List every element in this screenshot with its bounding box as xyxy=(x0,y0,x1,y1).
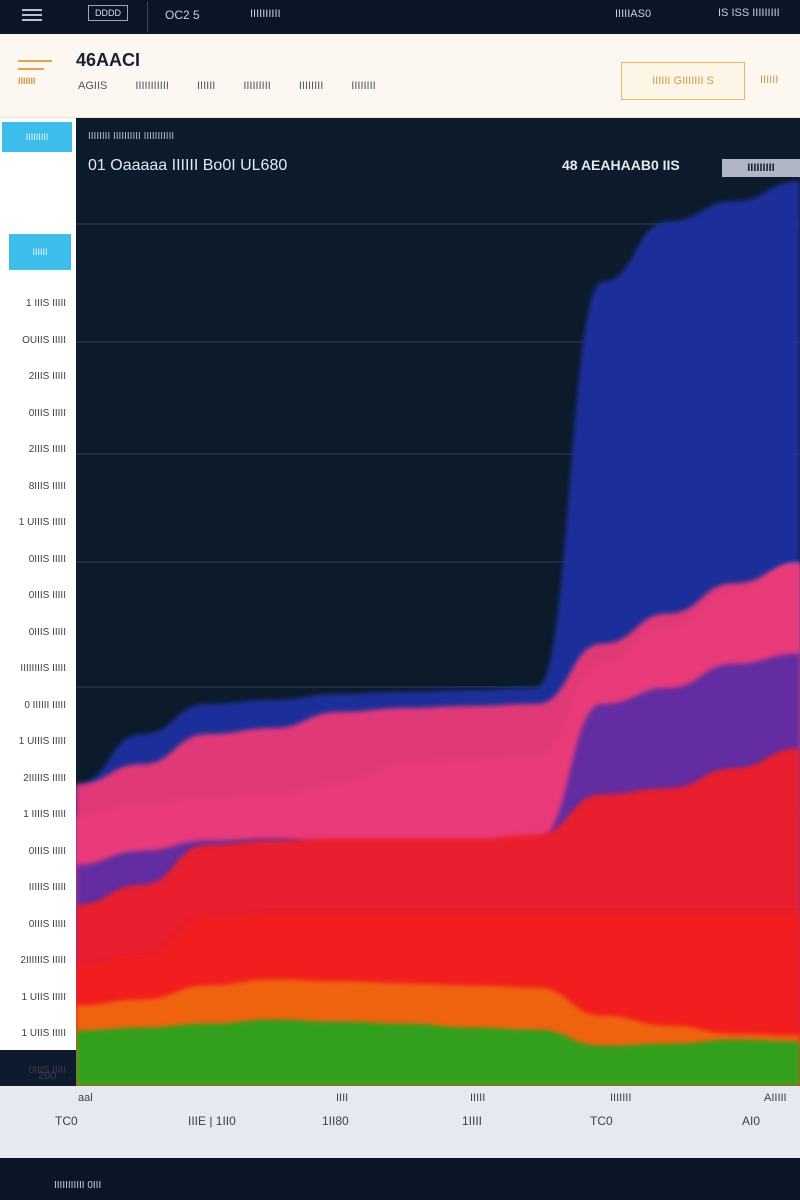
y-tick-label: 0IIIS IIIII xyxy=(28,1064,66,1076)
chart-subtitle: IIIIIIII IIIIIIIIII IIIIIIIIIII xyxy=(88,131,175,142)
y-tick-label: 0IIIS IIIII xyxy=(28,590,66,601)
x-minor-label: IIII xyxy=(336,1092,349,1104)
bottom-bar: IIIIIIIIIII 0III xyxy=(0,1158,800,1200)
top-bar-item[interactable]: OC2 5 xyxy=(165,8,200,22)
y-tick-label: 200 xyxy=(38,1070,57,1082)
y-tick-label: 0IIIS IIIII xyxy=(28,918,66,930)
legend-badge[interactable]: IIIIIIIII xyxy=(722,159,800,177)
nav-bar: AGIIS IIIIIIIIIII IIIIII IIIIIIIII IIIII… xyxy=(78,80,376,92)
y-tick-label: IIIIIIIIS IIIII xyxy=(20,663,66,674)
logo[interactable]: IIIIIII xyxy=(18,60,52,90)
sidebar-pill[interactable]: IIIIIIIII xyxy=(2,122,72,152)
top-bar-item[interactable]: IS ISS IIIIIIIII xyxy=(718,7,780,19)
y-tick-label: 1 UIIIS IIIII xyxy=(18,736,66,747)
header: IIIIIII 46AACI AGIIS IIIIIIIIIII IIIIII … xyxy=(0,34,800,118)
y-tick-label: 1 UIIIS IIIII xyxy=(18,517,66,528)
x-tick-label: TC0 xyxy=(55,1114,78,1128)
logo-text: IIIIIII xyxy=(18,76,36,86)
y-tick-label: 1 UIIS IIIII xyxy=(21,991,66,1003)
nav-item[interactable]: IIIIII xyxy=(196,80,216,92)
y-tick-label: 0IIIS IIIII xyxy=(28,626,66,638)
x-tick-label: IIIE | 1II0 xyxy=(188,1114,236,1128)
y-tick-label: 0IIIS IIIII xyxy=(28,845,66,857)
chart: IIIIIIII IIIIIIIIII IIIIIIIIIII 01 Oaaaa… xyxy=(76,121,800,1086)
y-tick-label: 8IIIS IIIII xyxy=(28,480,66,492)
y-tick-label: IIIIIS IIIII xyxy=(28,882,66,893)
y-tick-label: 2IIIIIS IIIII xyxy=(23,772,66,784)
x-minor-label: AIIIII xyxy=(764,1092,787,1104)
x-tick-label: TC0 xyxy=(590,1114,613,1128)
y-tick-label: 0IIIS IIIII xyxy=(28,553,66,565)
chart-legend: 48 AEAHAAB0 IIS xyxy=(562,157,680,173)
top-bar: DDDD OC2 5 IIIIIIIIII IIIIIAS0 IS ISS II… xyxy=(0,0,800,34)
y-tick-label: 2IIIIIIS IIIII xyxy=(20,955,66,966)
sidebar-pill[interactable]: IIIIII xyxy=(9,234,71,270)
x-tick-label: 1IIII xyxy=(462,1114,483,1128)
y-tick-label: 1 IIIS IIIII xyxy=(25,298,66,309)
nav-item[interactable]: IIIIIIIIIII xyxy=(135,80,169,92)
y-tick-label: 0IIIS IIIII xyxy=(28,407,66,419)
top-bar-divider xyxy=(147,2,148,32)
x-minor-label: IIIIIII xyxy=(610,1092,632,1104)
nav-item[interactable]: IIIIIIIII xyxy=(243,80,271,92)
sidebar: IIIIIIIII IIIIII 1 IIIS IIIII OUIIS IIIII… xyxy=(0,118,76,1076)
y-tick-label: 2IIIS IIIII xyxy=(28,371,66,382)
y-tick-label: 1 IIIIS IIIII xyxy=(23,809,66,820)
x-tick-label: 1II80 xyxy=(322,1114,349,1128)
y-tick-label: OUIIS IIIII xyxy=(22,334,66,346)
x-axis: TC0 IIIE | 1II0 1II80 1IIII TC0 AI0 aal IIII III… xyxy=(0,1086,800,1158)
x-tick-label: AI0 xyxy=(742,1114,761,1128)
y-tick-label: 0 IIIIII IIIII xyxy=(24,699,66,711)
x-minor-label: aal xyxy=(78,1092,93,1104)
y-tick-label: 1 UIIS IIIII xyxy=(21,1028,66,1039)
chart-title: 01 Oaaaaa IIIIII Bo0I UL680 xyxy=(88,157,288,174)
top-bar-box[interactable]: DDDD xyxy=(88,5,128,21)
x-minor-label: IIIII xyxy=(470,1092,486,1104)
area-series-0 xyxy=(76,1019,800,1086)
top-bar-item[interactable]: IIIIIAS0 xyxy=(615,8,652,20)
top-bar-item[interactable]: IIIIIIIIII xyxy=(250,8,281,20)
page-title: 46AACI xyxy=(76,50,141,70)
nav-item[interactable]: IIIIIIII xyxy=(298,80,324,92)
header-link[interactable]: IIIIII xyxy=(760,74,779,86)
chart-plot xyxy=(76,181,800,1086)
nav-item[interactable]: IIIIIIII xyxy=(351,80,376,92)
nav-item[interactable]: AGIIS xyxy=(78,80,108,92)
y-tick-label: 2IIIS IIIII xyxy=(28,444,66,455)
footer-text: IIIIIIIIIII 0III xyxy=(54,1180,102,1191)
menu-icon[interactable] xyxy=(22,6,42,26)
header-button[interactable]: IIIIII GIIIIIII S xyxy=(621,62,745,100)
